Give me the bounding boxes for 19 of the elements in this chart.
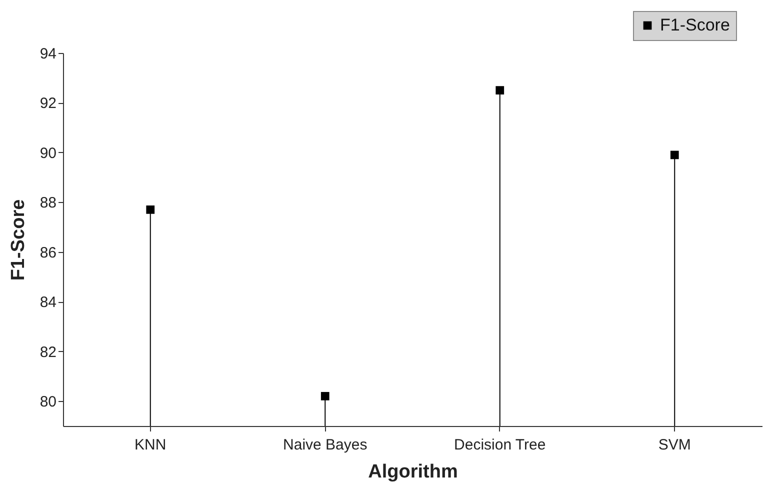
point [496, 86, 504, 94]
y-tick-label: 80 [40, 394, 56, 411]
y-tick-label: 88 [40, 194, 56, 212]
y-tick-label: 92 [40, 95, 56, 112]
y-axis-title: F1-Score [8, 199, 29, 281]
x-tick-label: KNN [134, 436, 166, 454]
y-tick-label: 94 [40, 46, 56, 62]
legend-label: F1-Score [660, 16, 730, 34]
y-tick-label: 86 [40, 244, 56, 262]
x-tick-label: Decision Tree [454, 436, 546, 454]
point [146, 205, 155, 214]
y-tick-label: 82 [40, 344, 56, 361]
point [320, 392, 330, 400]
x-tick-label: SVM [658, 436, 691, 454]
point [670, 150, 679, 160]
x-axis-title: Algorithm [368, 462, 458, 482]
y-tick-label: 84 [40, 294, 56, 312]
x-tick-label: Naive Bayes [283, 436, 368, 454]
y-tick-label: 90 [40, 144, 56, 162]
